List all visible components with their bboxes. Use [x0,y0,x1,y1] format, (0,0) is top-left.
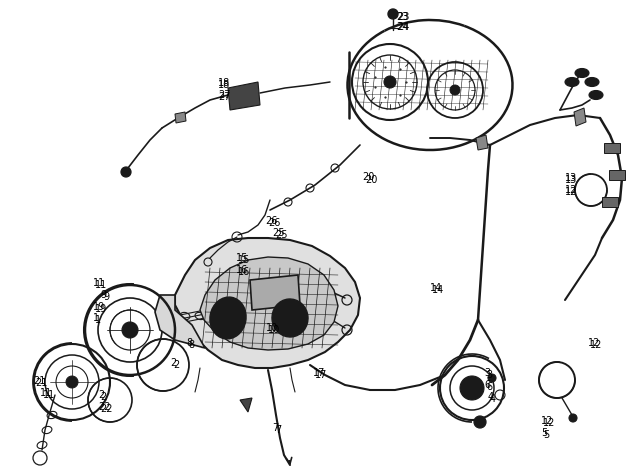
Text: 1: 1 [95,315,101,325]
Circle shape [450,85,460,95]
Polygon shape [604,143,620,153]
Circle shape [488,374,496,382]
Text: 2: 2 [170,358,176,368]
Text: 22: 22 [100,404,113,414]
Circle shape [66,376,78,388]
Text: 2: 2 [100,392,106,402]
Polygon shape [228,82,260,110]
Polygon shape [155,295,205,348]
Ellipse shape [589,91,603,99]
Text: 11: 11 [40,388,52,398]
Text: 12: 12 [565,187,577,197]
Text: 26: 26 [268,218,280,228]
Circle shape [388,9,398,19]
Text: 2: 2 [98,390,104,400]
Text: 13: 13 [565,173,577,183]
Text: 27: 27 [218,90,231,100]
Text: 25: 25 [275,230,287,240]
Text: 14: 14 [432,285,444,295]
Text: 24: 24 [396,22,408,32]
Text: 16: 16 [238,267,250,277]
Text: 12: 12 [565,185,577,195]
Ellipse shape [565,77,579,86]
Ellipse shape [575,68,589,77]
Polygon shape [602,197,618,207]
Text: 1: 1 [93,313,99,323]
Text: 21: 21 [35,378,47,388]
Text: 12: 12 [543,418,555,428]
Text: 8: 8 [188,340,194,350]
Text: 25: 25 [272,228,285,238]
Text: 11: 11 [43,390,55,400]
Text: 20: 20 [365,175,377,185]
Text: 7: 7 [275,425,282,435]
Text: 9: 9 [103,292,109,302]
Text: 3: 3 [486,370,492,380]
Text: 12: 12 [588,338,601,348]
Text: 10: 10 [268,325,280,335]
Circle shape [569,414,577,422]
Text: 26: 26 [265,216,277,226]
Text: 4: 4 [488,392,494,402]
Circle shape [460,376,484,400]
Circle shape [121,167,131,177]
Text: 17: 17 [313,368,326,378]
Text: 4: 4 [490,394,496,404]
Circle shape [474,416,486,428]
Text: 19: 19 [93,302,105,312]
Text: 8: 8 [186,338,192,348]
Ellipse shape [272,299,308,337]
Text: 17: 17 [315,370,327,380]
Text: 12: 12 [541,416,554,426]
Text: 3: 3 [484,368,490,378]
Polygon shape [240,398,252,412]
Text: 16: 16 [236,265,248,275]
Text: 13: 13 [565,175,577,185]
Polygon shape [175,112,186,123]
Text: 21: 21 [33,376,45,386]
Text: 9: 9 [100,290,106,300]
Circle shape [384,76,396,88]
Text: 10: 10 [266,323,278,333]
Text: 15: 15 [236,253,248,263]
Text: 5: 5 [541,428,547,438]
Polygon shape [609,170,625,180]
Polygon shape [476,135,488,150]
Text: 19: 19 [95,304,107,314]
Text: 2: 2 [173,360,179,370]
Ellipse shape [585,77,599,86]
Text: 23: 23 [397,12,410,22]
Text: 11: 11 [95,280,107,290]
Text: 27: 27 [218,92,231,102]
Circle shape [122,322,138,338]
Text: 18: 18 [218,78,230,88]
Text: 11: 11 [93,278,105,288]
Polygon shape [175,238,360,368]
Text: 18: 18 [218,80,230,90]
Polygon shape [250,275,300,310]
Text: 5: 5 [543,430,549,440]
Text: 23: 23 [396,12,408,22]
Text: 6: 6 [484,380,490,390]
Text: 24: 24 [397,22,410,32]
Polygon shape [200,257,338,350]
Text: 15: 15 [238,255,250,265]
Text: 22: 22 [98,402,110,412]
Ellipse shape [210,297,246,339]
Text: 6: 6 [486,382,492,392]
Text: 20: 20 [362,172,375,182]
Text: 12: 12 [590,340,603,350]
Polygon shape [574,108,586,126]
Text: 14: 14 [430,283,442,293]
Text: 7: 7 [272,423,278,433]
